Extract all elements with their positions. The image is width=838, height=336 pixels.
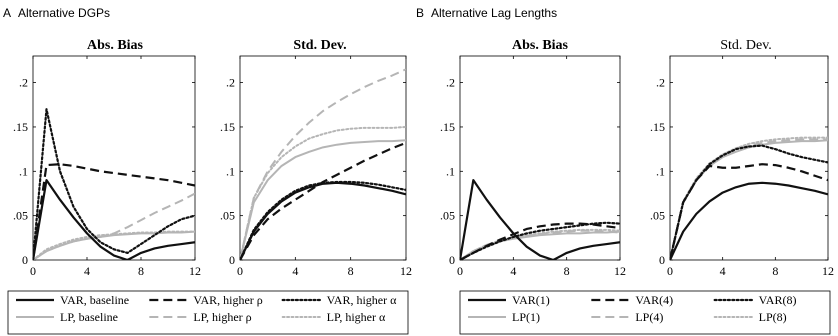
series-line-var-1 (460, 179, 620, 260)
legend-panel-b: VAR(1) VAR(4) VAR(8) LP(1) LP(4) LP(8) (459, 290, 831, 335)
x-tick-label: 4 (510, 264, 516, 278)
panel-a-heading: Alternative DGPs (18, 6, 110, 20)
series-line-lp-higher (240, 68, 406, 260)
y-tick-label: 0 (22, 253, 28, 267)
x-tick-label: 4 (292, 264, 298, 278)
y-tick-label: 0 (659, 253, 665, 267)
legend-box (7, 290, 409, 335)
y-tick-label: .2 (226, 76, 235, 90)
x-tick-label: 12 (400, 264, 412, 278)
y-tick-label: .15 (220, 120, 235, 134)
plot-frame (32, 55, 196, 261)
legend-label: VAR, baseline (60, 293, 129, 307)
legend-label: VAR, higher α (327, 293, 397, 307)
y-tick-label: .1 (446, 164, 455, 178)
series-line-var-higher (33, 108, 195, 260)
legend-label: LP, higher ρ (193, 310, 251, 324)
x-tick-label: 8 (138, 264, 144, 278)
x-tick-label: 0 (457, 264, 463, 278)
series-line-var-4 (670, 163, 828, 260)
panel-b-letter: B (416, 6, 424, 20)
y-tick-label: .15 (650, 120, 665, 134)
y-tick-label: .05 (650, 209, 665, 223)
y-tick-label: .1 (226, 164, 235, 178)
series-line-lp-higher (240, 125, 406, 260)
y-tick-label: .05 (440, 209, 455, 223)
legend-label: VAR(4) (635, 293, 673, 307)
series-line-lp-baseline (240, 139, 406, 260)
plot-2: 0 .05 .1 .15 .2 0 4 8 12 (220, 55, 412, 278)
legend-panel-a: VAR, baseline VAR, higher ρ VAR, higher α L… (7, 290, 409, 335)
series-line-var-8 (670, 144, 828, 260)
y-tick-label: 0 (449, 253, 455, 267)
plot-frame (669, 55, 829, 261)
x-tick-label: 0 (30, 264, 36, 278)
x-tick-label: 8 (348, 264, 354, 278)
x-tick-label: 12 (822, 264, 834, 278)
y-tick-label: .2 (446, 76, 455, 90)
y-tick-label: .15 (440, 120, 455, 134)
panel-a-letter: A (3, 6, 11, 20)
series-line-var-higher (33, 163, 195, 260)
legend-label: LP, higher α (327, 310, 386, 324)
series-line-var-baseline (33, 179, 195, 260)
plot-4-title: Std. Dev. (720, 38, 772, 53)
x-tick-label: 4 (84, 264, 90, 278)
y-tick-label: 0 (229, 253, 235, 267)
series-line-lp-higher (33, 230, 195, 260)
plot-3: 0 .05 .1 .15 .2 0 4 8 12 (440, 55, 626, 278)
series-line-var-higher (240, 141, 406, 260)
legend-label: LP, baseline (60, 310, 118, 324)
x-tick-label: 12 (189, 264, 201, 278)
y-tick-label: .2 (19, 76, 28, 90)
plot-frame (239, 55, 407, 261)
plot-1: 0 .05 .1 .15 .2 0 4 8 12 (13, 55, 201, 278)
x-tick-label: 0 (237, 264, 243, 278)
plot-frame (459, 55, 621, 261)
series-line-var-higher (240, 180, 406, 260)
plot-4: 0 .05 .1 .15 .2 0 4 8 12 (650, 55, 834, 278)
x-tick-label: 8 (772, 264, 778, 278)
plot-2-title: Std. Dev. (293, 38, 346, 53)
x-tick-label: 0 (667, 264, 673, 278)
legend-label: LP(8) (759, 310, 787, 324)
y-tick-label: .2 (656, 76, 665, 90)
y-tick-label: .05 (13, 209, 28, 223)
legend-label: LP(1) (512, 310, 540, 324)
series-line-var-1 (670, 181, 828, 260)
panel-b-heading: Alternative Lag Lengths (431, 6, 557, 20)
y-tick-label: .1 (19, 164, 28, 178)
plot-3-title: Abs. Bias (512, 38, 569, 53)
x-tick-label: 12 (614, 264, 626, 278)
x-tick-label: 4 (720, 264, 726, 278)
legend-label: LP(4) (635, 310, 663, 324)
legend-box (459, 290, 831, 335)
y-tick-label: .05 (220, 209, 235, 223)
legend-label: VAR(1) (512, 293, 550, 307)
y-tick-label: .15 (13, 120, 28, 134)
legend-label: VAR, higher ρ (193, 293, 262, 307)
series-line-lp-higher (33, 192, 195, 260)
series-line-var-8 (460, 221, 620, 260)
plot-1-title: Abs. Bias (87, 38, 144, 53)
series-line-lp-8 (670, 136, 828, 260)
legend-label: VAR(8) (759, 293, 797, 307)
y-tick-label: .1 (656, 164, 665, 178)
x-tick-label: 8 (564, 264, 570, 278)
